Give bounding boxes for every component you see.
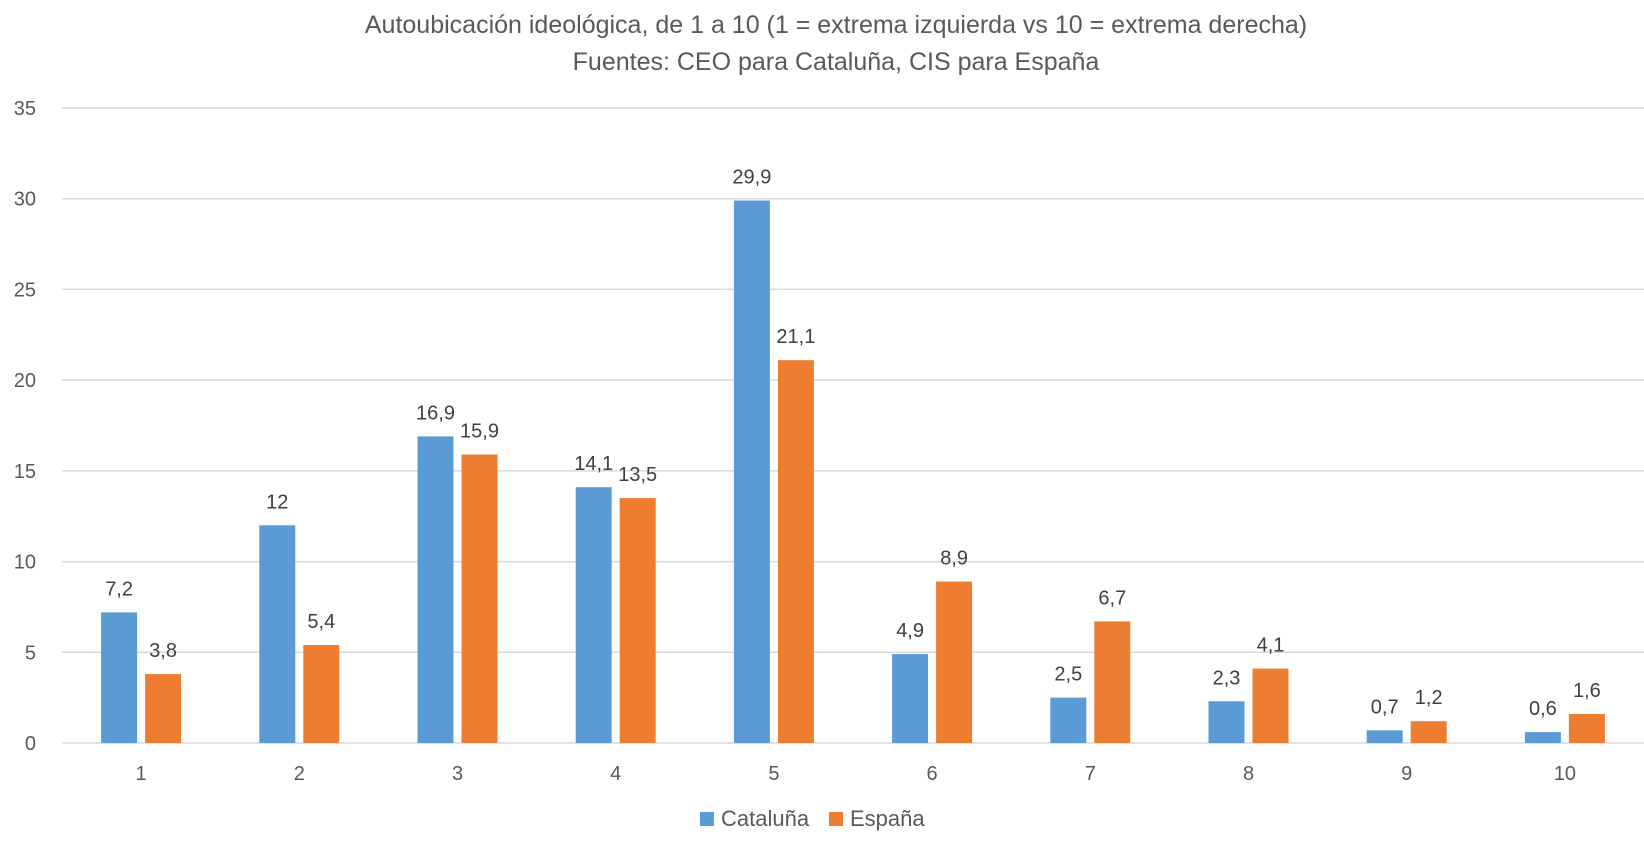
data-label: 2,5 xyxy=(1054,664,1082,686)
bar-espaa-6 xyxy=(936,581,973,743)
x-tick-label: 7 xyxy=(1085,763,1096,785)
bar-espaa-8 xyxy=(1252,668,1289,743)
bar-catalua-2 xyxy=(259,525,296,743)
bar-espaa-3 xyxy=(461,454,498,743)
legend-swatch xyxy=(700,812,714,826)
x-tick-label: 10 xyxy=(1554,763,1576,785)
y-tick-label: 25 xyxy=(14,279,36,301)
y-axis-ticks: 0 5 10 15 20 25 30 35 xyxy=(14,98,36,755)
data-label: 3,8 xyxy=(149,640,177,662)
legend-swatch xyxy=(829,812,843,826)
x-tick-label: 9 xyxy=(1401,763,1412,785)
data-label: 16,9 xyxy=(416,402,455,424)
bar-catalua-7 xyxy=(1050,697,1087,743)
y-tick-label: 35 xyxy=(14,98,36,120)
x-axis-ticks: 1 2 3 4 5 6 7 8 9 10 xyxy=(136,763,1576,785)
bar-catalua-4 xyxy=(575,487,612,743)
data-label: 5,4 xyxy=(307,611,335,633)
data-label: 1,2 xyxy=(1415,687,1443,709)
data-label: 15,9 xyxy=(460,421,499,443)
x-tick-label: 4 xyxy=(610,763,621,785)
data-label: 1,6 xyxy=(1573,680,1601,702)
data-label: 14,1 xyxy=(574,453,613,475)
bar-catalua-10 xyxy=(1524,732,1561,743)
data-label: 2,3 xyxy=(1213,667,1241,689)
legend-label: España xyxy=(850,806,925,831)
y-tick-label: 0 xyxy=(25,733,36,755)
data-label: 21,1 xyxy=(776,326,815,348)
data-label: 12 xyxy=(266,491,288,513)
data-label: 0,6 xyxy=(1529,698,1557,720)
gridlines xyxy=(62,107,1644,744)
x-tick-label: 8 xyxy=(1243,763,1254,785)
data-label: 13,5 xyxy=(618,464,657,486)
bar-catalua-6 xyxy=(892,654,929,743)
data-label: 8,9 xyxy=(940,548,968,570)
bars xyxy=(101,200,1605,743)
y-tick-label: 20 xyxy=(14,370,36,392)
bar-catalua-3 xyxy=(417,436,454,743)
bar-espaa-7 xyxy=(1094,621,1131,743)
legend-label: Cataluña xyxy=(721,806,810,831)
data-label: 7,2 xyxy=(105,578,133,600)
bar-espaa-10 xyxy=(1568,713,1605,743)
bar-espaa-9 xyxy=(1410,721,1447,743)
x-tick-label: 1 xyxy=(136,763,147,785)
chart-title: Autoubicación ideológica, de 1 a 10 (1 =… xyxy=(365,11,1307,39)
x-tick-label: 5 xyxy=(768,763,779,785)
legend: Cataluña España xyxy=(700,806,925,831)
bar-catalua-9 xyxy=(1366,730,1403,743)
bar-espaa-5 xyxy=(777,360,814,743)
bar-espaa-2 xyxy=(303,645,340,743)
data-label: 0,7 xyxy=(1371,696,1399,718)
data-label: 6,7 xyxy=(1098,587,1126,609)
bar-catalua-1 xyxy=(101,612,138,743)
data-label: 29,9 xyxy=(732,167,771,189)
y-tick-label: 30 xyxy=(14,189,36,211)
data-label: 4,9 xyxy=(896,620,924,642)
x-tick-label: 2 xyxy=(294,763,305,785)
data-labels: 7,2 3,8 12 5,4 16,915,9 14,1 13,5 29,9 21,1 4,9 8,… xyxy=(105,167,1601,721)
y-tick-label: 15 xyxy=(14,461,36,483)
x-tick-label: 6 xyxy=(927,763,938,785)
bar-catalua-5 xyxy=(733,200,770,743)
bar-espaa-4 xyxy=(619,498,656,743)
x-tick-label: 3 xyxy=(452,763,463,785)
chart-subtitle: Fuentes: CEO para Cataluña, CIS para Esp… xyxy=(573,48,1100,76)
y-tick-label: 5 xyxy=(25,642,36,664)
bar-catalua-8 xyxy=(1208,701,1245,743)
bar-espaa-1 xyxy=(145,674,182,743)
data-label: 4,1 xyxy=(1257,635,1285,657)
y-tick-label: 10 xyxy=(14,552,36,574)
